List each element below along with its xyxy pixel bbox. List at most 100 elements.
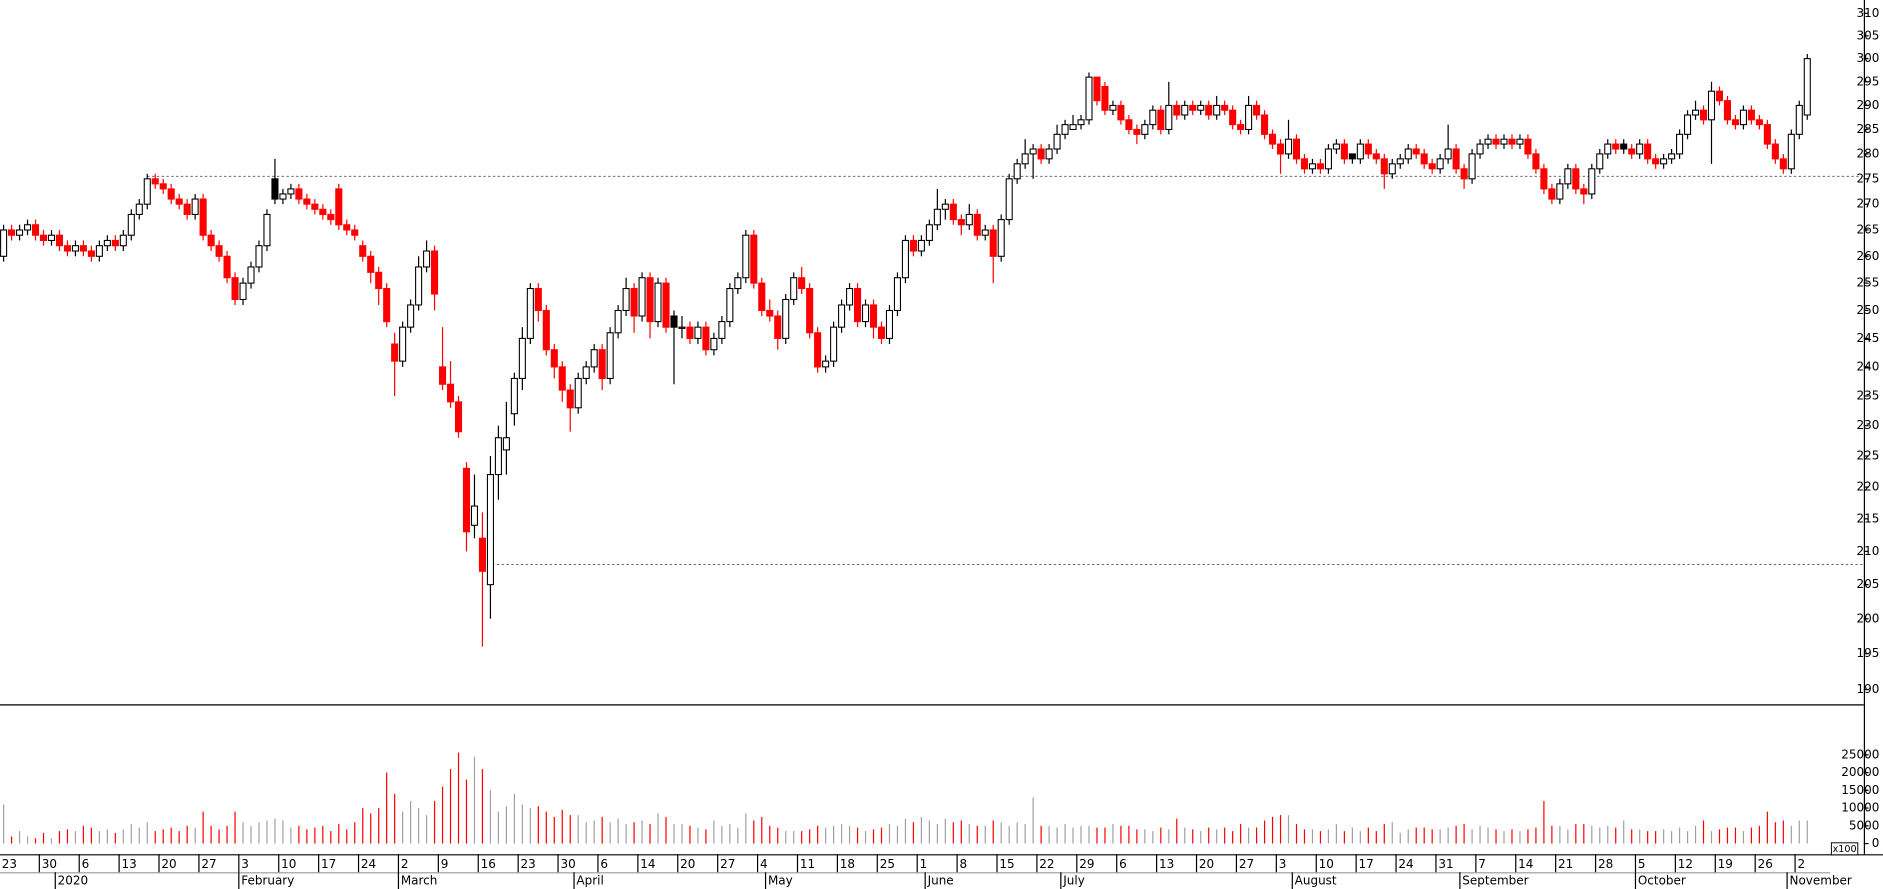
candle-body	[957, 219, 965, 226]
volume-bar	[1048, 825, 1050, 844]
candle-body	[726, 288, 734, 323]
candle-body	[1484, 138, 1492, 145]
candle-body	[502, 437, 510, 451]
candle-body	[1396, 158, 1404, 165]
x-tick-label: 22	[1039, 857, 1054, 871]
candle-body	[1332, 143, 1340, 150]
volume-bar	[817, 825, 819, 844]
candle-body	[1292, 138, 1301, 160]
x-tick-label: 25	[880, 857, 895, 871]
volume-bar	[1519, 831, 1521, 844]
x-tick-label: 4	[760, 857, 768, 871]
candle-body	[1795, 104, 1803, 135]
volume-bar	[593, 820, 595, 844]
candle-body	[766, 309, 774, 317]
candle-body	[151, 178, 159, 185]
volume-bar	[1072, 827, 1074, 844]
candle-body	[1436, 158, 1444, 170]
candle-body	[893, 277, 901, 312]
candle-body	[391, 343, 399, 362]
candle-body	[614, 309, 622, 334]
volume-bar	[1766, 811, 1768, 844]
volume-bar	[282, 820, 284, 844]
y-tick-label: 245	[1857, 331, 1880, 345]
y-tick-label: 205	[1857, 577, 1880, 591]
volume-bar	[1136, 829, 1138, 844]
volume-bar	[1615, 827, 1617, 844]
volume-bar	[864, 831, 867, 844]
x-tick-label: 20	[1199, 857, 1214, 871]
x-tick-label: 14	[640, 857, 655, 871]
candle-body	[941, 203, 949, 210]
candle-body	[630, 288, 638, 317]
volume-bar	[489, 790, 492, 844]
y-tick-label: 265	[1857, 222, 1880, 236]
volume-bar	[186, 825, 188, 844]
candle-body	[869, 304, 878, 328]
candle-body	[351, 229, 359, 236]
volume-bar	[1184, 827, 1186, 844]
candle-body	[686, 326, 694, 339]
x-tick-label: 2	[401, 857, 409, 871]
volume-bar	[1208, 827, 1210, 844]
volume-bar	[74, 831, 77, 844]
volume-bar	[1431, 829, 1433, 844]
volume-bar	[1351, 827, 1353, 844]
volume-bar	[928, 820, 930, 844]
volume-bar	[410, 800, 412, 844]
candle-body	[1636, 143, 1644, 155]
x-tick-label: 21	[1558, 857, 1573, 871]
x-tick-label: 3	[241, 857, 249, 871]
volume-bar	[1591, 825, 1593, 844]
volume-bar	[1399, 832, 1401, 844]
volume-bar	[1455, 825, 1457, 844]
candle-body	[439, 366, 447, 385]
volume-bar	[3, 804, 5, 844]
volume-bar	[609, 822, 611, 844]
candle-body	[1133, 128, 1141, 135]
volume-bar	[753, 820, 755, 844]
candle-body	[598, 349, 606, 379]
volume-bar	[1104, 827, 1106, 844]
volume-bar	[1678, 827, 1681, 844]
candle-body	[1141, 124, 1149, 135]
volume-bar	[497, 811, 500, 844]
candle-body	[295, 188, 303, 200]
x-tick-label: 16	[481, 857, 496, 871]
volume-bar	[210, 825, 212, 844]
candle-body	[790, 277, 798, 301]
month-label: February	[241, 874, 294, 888]
volume-bar	[34, 838, 37, 844]
volume-bar	[705, 829, 707, 844]
candle-body	[1189, 104, 1197, 111]
volume-bar	[761, 816, 763, 844]
candle-body	[718, 321, 726, 339]
candle-body	[175, 198, 183, 205]
volume-bar	[1758, 825, 1760, 844]
volume-bar	[1160, 827, 1162, 844]
volume-bar	[713, 820, 715, 844]
volume-bar	[912, 822, 915, 844]
volume-bar	[441, 786, 444, 844]
volume-bar	[425, 815, 428, 844]
volume-bar	[1080, 825, 1082, 844]
volume-bar	[1303, 829, 1306, 844]
x-tick-label: 10	[1319, 857, 1334, 871]
candle-body	[1197, 104, 1205, 111]
volume-bar	[306, 829, 308, 844]
volume-bar	[729, 824, 731, 844]
volume-bar	[250, 825, 252, 844]
volume-bar	[1798, 820, 1800, 844]
volume-bar	[266, 820, 268, 844]
candle-body	[31, 224, 40, 236]
candle-body	[1276, 143, 1285, 155]
volume-bar	[1240, 824, 1242, 844]
x-tick-label: 31	[1438, 857, 1453, 871]
candle-body	[1691, 109, 1700, 116]
volume-bar	[1599, 827, 1601, 844]
volume-bar	[114, 832, 116, 844]
candle-body	[143, 178, 151, 205]
x-tick-label: 30	[560, 857, 575, 871]
candle-body	[1476, 143, 1484, 155]
y-tick-label: 255	[1857, 276, 1880, 290]
